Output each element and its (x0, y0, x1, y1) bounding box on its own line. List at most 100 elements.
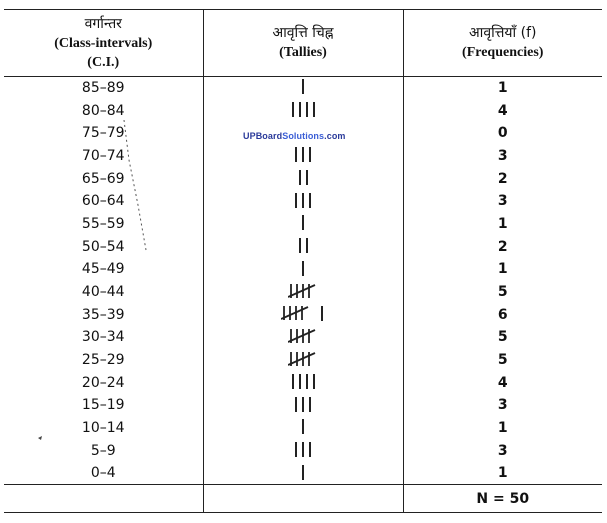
tally-cell (202, 394, 403, 417)
class-interval-cell: 20–24 (81, 374, 125, 391)
tally-stroke (302, 419, 304, 435)
class-interval-cell: 75–79 (81, 125, 125, 142)
footer-empty-ci (4, 484, 203, 514)
frequency-cell: 5 (402, 326, 602, 349)
class-interval-cell: 60–64 (81, 193, 125, 210)
table-row: 55–59 1 (4, 212, 602, 236)
tally-marks (293, 441, 314, 459)
header-tallies: आवृत्ति चिह्न (Tallies) (202, 9, 403, 77)
class-interval-cell: 50–54 (81, 238, 125, 255)
watermark: UPBoardSolutions.com (243, 131, 346, 141)
tally-marks (300, 214, 307, 232)
tally-stroke (312, 101, 315, 117)
table-row: 20–24 4 (4, 371, 602, 395)
frequency-cell: 5 (402, 280, 602, 304)
footer-empty-tally (202, 484, 403, 514)
tally-marks (288, 282, 318, 300)
tally-cell (202, 189, 403, 213)
tally-marks (289, 373, 317, 391)
table-row: 50–54 2 (4, 235, 602, 258)
tally-stroke (302, 79, 304, 95)
class-interval-cell: 5–9 (90, 442, 116, 459)
table-row: 70–74 3 (4, 144, 602, 168)
tally-stroke (298, 169, 301, 185)
frequency-cell: 2 (402, 167, 602, 190)
frequency-cell: 3 (402, 144, 602, 168)
watermark-part-1: UPBoard (243, 131, 283, 141)
tally-stroke (302, 464, 304, 480)
tally-cell (202, 416, 403, 440)
class-interval-cell: 40–44 (81, 284, 125, 301)
tally-stroke (302, 192, 304, 208)
tally-stroke (298, 101, 301, 117)
tally-stroke (302, 442, 304, 458)
class-interval-cell: 45–49 (81, 261, 125, 278)
tally-cross-stroke (281, 306, 309, 321)
tally-marks (300, 463, 307, 481)
tally-marks (293, 191, 314, 209)
tally-cross-stroke (288, 351, 316, 366)
table-row: 0–4 1 (4, 462, 602, 485)
frequency-cell: 0 (402, 121, 602, 145)
frequency-cell: 1 (402, 416, 602, 440)
tally-cell (202, 144, 403, 168)
class-interval-cell: 25–29 (81, 352, 125, 369)
tally-stroke (305, 374, 308, 390)
frequency-distribution-table: वर्गान्तर (Class-intervals) (C.I.) आवृत्… (4, 9, 602, 514)
header-tallies-english: (Tallies) (279, 45, 327, 60)
tally-stroke (291, 101, 294, 117)
watermark-part-2: Solutions (282, 131, 325, 141)
table-row: 80–84 4 (4, 99, 602, 122)
tally-cross-stroke (288, 329, 316, 343)
tally-stroke (295, 442, 297, 458)
class-interval-cell: 70–74 (81, 147, 125, 164)
frequency-cell: 1 (402, 76, 602, 100)
tally-cell (202, 121, 403, 145)
frequency-cell: 5 (402, 348, 602, 372)
tally-cell (202, 167, 403, 190)
frequency-cell: 3 (402, 439, 602, 463)
class-interval-cell: 55–59 (81, 215, 125, 232)
tally-stroke (295, 147, 297, 163)
tally-cell (202, 235, 403, 258)
tally-cell (202, 326, 403, 349)
watermark-part-3: .com (324, 131, 346, 141)
tally-marks (300, 418, 307, 436)
tally-cell (202, 280, 403, 304)
tally-bundle-of-five (281, 306, 309, 321)
tally-stroke (302, 260, 304, 276)
class-interval-cell: 35–39 (81, 306, 125, 323)
tally-cell (202, 348, 403, 372)
tally-cell (202, 371, 403, 395)
tally-stroke (302, 396, 304, 412)
table-row: 25–29 5 (4, 348, 602, 372)
table-row: 40–44 5 (4, 280, 602, 304)
table-row: 75–79 0 (4, 121, 602, 145)
table-footer: N = 50 (4, 484, 602, 514)
tally-marks (281, 304, 325, 322)
tally-stroke (309, 192, 311, 208)
tally-stroke (312, 374, 315, 390)
tally-stroke (309, 147, 311, 163)
tally-marks (296, 236, 310, 254)
class-interval-cell: 85–89 (81, 80, 125, 97)
header-class-interval-hindi: वर्गान्तर (84, 15, 122, 32)
tally-marks (288, 350, 318, 368)
tally-stroke (295, 396, 297, 412)
table-row: 10–14 1 (4, 416, 602, 440)
tally-marks (289, 100, 317, 118)
tally-stroke (298, 237, 301, 253)
tally-stroke (291, 374, 294, 390)
frequency-cell: 1 (402, 258, 602, 281)
class-interval-cell: 65–69 (81, 170, 125, 187)
tally-marks (300, 78, 307, 96)
tally-stroke (305, 169, 308, 185)
tally-cell (202, 439, 403, 463)
header-frequencies-english: (Frequencies) (462, 45, 544, 60)
tally-stroke (305, 101, 308, 117)
tally-cell (202, 462, 403, 485)
tally-stroke (302, 215, 304, 231)
tally-marks (288, 327, 318, 345)
tally-stroke (305, 237, 308, 253)
tally-cross-stroke (288, 283, 316, 298)
